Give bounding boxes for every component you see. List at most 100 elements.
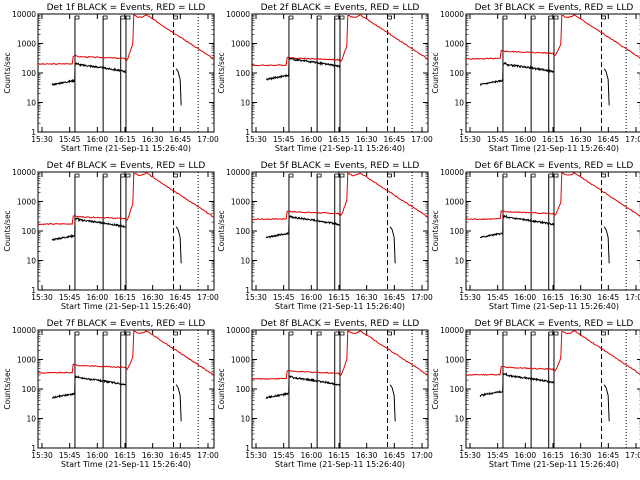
x-axis-label: Start Time (21-Sep-11 15:26:40)	[61, 302, 191, 311]
x-tick-label: 15:45	[487, 293, 509, 302]
flag-marker	[126, 331, 131, 336]
lld-series-line	[37, 329, 215, 376]
y-axis-label: Counts/sec	[3, 210, 12, 251]
y-tick-label: 100	[450, 385, 465, 394]
flag-marker	[317, 173, 322, 178]
panel-6: Det 6f BLACK = Events, RED = LLD 1 10 100 10…	[431, 161, 640, 311]
y-tick-label: 100	[236, 227, 251, 236]
flag-marker	[531, 15, 536, 20]
flag-marker	[548, 15, 554, 20]
x-axis-label: Start Time (21-Sep-11 15:26:40)	[275, 144, 405, 153]
panel-title: Det 1f BLACK = Events, RED = LLD	[47, 3, 206, 13]
panel-title: Det 6f BLACK = Events, RED = LLD	[475, 161, 634, 171]
flag-marker	[288, 15, 294, 20]
flag-marker	[103, 15, 108, 20]
flag-marker	[120, 331, 126, 336]
y-tick-label: 10	[454, 257, 464, 266]
x-tick-label: 15:30	[31, 293, 53, 302]
x-tick-label: 15:45	[59, 293, 81, 302]
x-tick-label: 15:30	[459, 451, 481, 460]
y-tick-label: 10000	[12, 326, 36, 335]
x-tick-label: 16:00	[515, 451, 537, 460]
x-axis-label: Start Time (21-Sep-11 15:26:40)	[275, 460, 405, 469]
events-late-segment	[603, 384, 610, 422]
flag-marker	[288, 173, 294, 178]
flag-marker	[502, 15, 508, 20]
y-tick-label: 1000	[445, 198, 464, 207]
flag-marker	[334, 173, 340, 178]
y-tick-label: 1000	[231, 40, 250, 49]
panel-8: Det 8f BLACK = Events, RED = LLD 1 10 100 10…	[217, 319, 433, 469]
y-axis-label: Counts/sec	[3, 52, 12, 93]
x-axis-label: Start Time (21-Sep-11 15:26:40)	[489, 144, 619, 153]
x-axis-label: Start Time (21-Sep-11 15:26:40)	[489, 460, 619, 469]
panel-title: Det 4f BLACK = Events, RED = LLD	[47, 161, 206, 171]
panel-2: Det 2f BLACK = Events, RED = LLD 1 10 100 10…	[217, 3, 433, 153]
panel-9: Det 9f BLACK = Events, RED = LLD 1 10 100 10…	[431, 319, 640, 469]
y-tick-label: 1000	[445, 356, 464, 365]
events-late-segment	[389, 384, 396, 422]
flag-marker	[601, 173, 606, 178]
events-series-line	[265, 215, 341, 239]
events-series-line	[51, 375, 127, 400]
panel-title: Det 5f BLACK = Events, RED = LLD	[261, 161, 420, 171]
y-tick-label: 10000	[226, 168, 250, 177]
y-tick-label: 100	[22, 69, 37, 78]
x-tick-label: 16:00	[87, 451, 109, 460]
panel-title: Det 7f BLACK = Events, RED = LLD	[47, 319, 206, 329]
y-tick-label: 1	[459, 128, 464, 137]
flag-marker	[317, 331, 322, 336]
panel-5: Det 5f BLACK = Events, RED = LLD 1 10 100 10…	[217, 161, 433, 311]
flag-marker	[173, 15, 178, 20]
flag-marker	[103, 331, 108, 336]
y-tick-label: 10	[26, 99, 36, 108]
flag-marker	[126, 173, 131, 178]
flag-marker	[120, 173, 126, 178]
events-series-line	[51, 217, 127, 241]
x-tick-label: 16:00	[87, 135, 109, 144]
panel-4: Det 4f BLACK = Events, RED = LLD 1 10 100 10…	[3, 161, 219, 311]
events-series-line	[479, 372, 555, 398]
y-axis-label: Counts/sec	[431, 210, 440, 251]
y-tick-label: 100	[450, 69, 465, 78]
flag-marker	[173, 173, 178, 178]
flag-marker	[340, 331, 345, 336]
y-axis-label: Counts/sec	[217, 52, 226, 93]
x-tick-label: 16:45	[598, 451, 620, 460]
y-tick-label: 10000	[12, 10, 36, 19]
x-tick-label: 15:45	[273, 451, 295, 460]
flag-marker	[74, 15, 80, 20]
flag-marker	[554, 331, 559, 336]
lld-series-line	[251, 329, 429, 380]
x-tick-label: 16:15	[114, 451, 136, 460]
x-tick-label: 16:15	[542, 135, 564, 144]
x-tick-label: 16:15	[328, 293, 350, 302]
x-tick-label: 16:30	[142, 451, 164, 460]
x-axis-label: Start Time (21-Sep-11 15:26:40)	[275, 302, 405, 311]
y-tick-label: 10	[454, 415, 464, 424]
flag-marker	[74, 331, 80, 336]
x-tick-label: 16:00	[301, 135, 323, 144]
x-tick-label: 16:15	[114, 293, 136, 302]
flag-marker	[554, 15, 559, 20]
x-tick-label: 17:00	[625, 135, 640, 144]
events-series-line	[265, 56, 341, 81]
y-axis-label: Counts/sec	[217, 210, 226, 251]
flag-marker	[288, 331, 294, 336]
x-tick-label: 16:00	[515, 293, 537, 302]
y-tick-label: 1	[31, 286, 36, 295]
flag-marker	[340, 15, 345, 20]
flag-marker	[554, 173, 559, 178]
y-tick-label: 10	[26, 415, 36, 424]
panels: Det 1f BLACK = Events, RED = LLD 1 10 100 10…	[3, 3, 640, 469]
x-tick-label: 16:45	[384, 135, 406, 144]
y-tick-label: 1	[459, 286, 464, 295]
x-axis-label: Start Time (21-Sep-11 15:26:40)	[61, 144, 191, 153]
events-series-line	[51, 61, 127, 86]
x-tick-label: 15:30	[31, 451, 53, 460]
x-tick-label: 15:30	[459, 293, 481, 302]
panel-7: Det 7f BLACK = Events, RED = LLD 1 10 100 10…	[3, 319, 219, 469]
flag-marker	[502, 331, 508, 336]
lld-series-line	[37, 13, 215, 66]
panel-title: Det 3f BLACK = Events, RED = LLD	[475, 3, 634, 13]
